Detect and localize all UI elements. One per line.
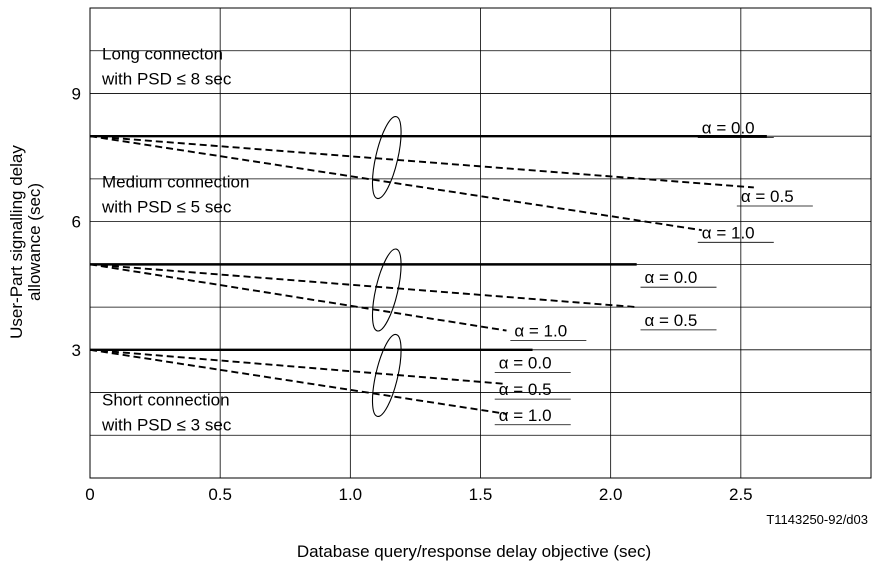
series-line-group0-2 — [89, 135, 702, 232]
y-tick-label: 6 — [72, 213, 81, 232]
series-line-group1-1 — [89, 263, 637, 309]
connection-label-line1: Long connecton — [102, 44, 223, 63]
connection-label-line1: Medium connection — [102, 172, 249, 191]
x-tick-label: 0 — [85, 485, 94, 504]
series-line-group2-1 — [89, 348, 507, 385]
series-line-group1-2 — [89, 263, 507, 332]
alpha-label: α = 1.0 — [514, 322, 567, 341]
annotations: Long connecton with PSD ≤ 8 sec Medium con… — [101, 44, 813, 434]
alpha-label: α = 0.0 — [645, 268, 698, 287]
connection-label-line2: with PSD ≤ 3 sec — [101, 415, 232, 434]
x-axis-title: Database query/response delay objective … — [297, 542, 651, 561]
alpha-label: α = 1.0 — [702, 223, 755, 242]
series-layer — [89, 134, 767, 415]
figure-code: T1143250-92/d03 — [766, 512, 868, 527]
alpha-label: α = 0.5 — [499, 380, 552, 399]
x-tick-label: 2.5 — [729, 485, 753, 504]
connection-label-line2: with PSD ≤ 8 sec — [101, 69, 232, 88]
connection-label-line1: Short connection — [102, 390, 230, 409]
y-axis-title-line2: allowance (sec) — [25, 183, 44, 301]
alpha-group-ellipse — [371, 248, 402, 332]
plot-frame — [89, 7, 872, 479]
alpha-group-ellipse — [371, 115, 402, 200]
alpha-group-ellipse — [371, 333, 402, 418]
y-tick-labels: 3 6 9 — [72, 84, 81, 359]
y-tick-label: 3 — [72, 341, 81, 360]
y-axis-title-line1: User-Part signalling delay — [7, 145, 26, 339]
x-tick-label: 1.0 — [339, 485, 363, 504]
x-tick-label: 0.5 — [208, 485, 232, 504]
series-line-group0-1 — [89, 135, 754, 189]
alpha-label: α = 0.5 — [741, 187, 794, 206]
alpha-group-markers — [371, 115, 402, 418]
alpha-label: α = 0.0 — [702, 119, 755, 138]
series-line-group2-2 — [89, 348, 507, 415]
x-tick-label: 1.5 — [469, 485, 493, 504]
connection-label-line2: with PSD ≤ 5 sec — [101, 197, 232, 216]
alpha-label: α = 1.0 — [499, 406, 552, 425]
alpha-label: α = 0.5 — [645, 311, 698, 330]
alpha-label: α = 0.0 — [499, 354, 552, 373]
x-tick-label: 2.0 — [599, 485, 623, 504]
y-tick-label: 9 — [72, 84, 81, 103]
x-tick-labels: 0 0.5 1.0 1.5 2.0 2.5 — [85, 485, 752, 504]
